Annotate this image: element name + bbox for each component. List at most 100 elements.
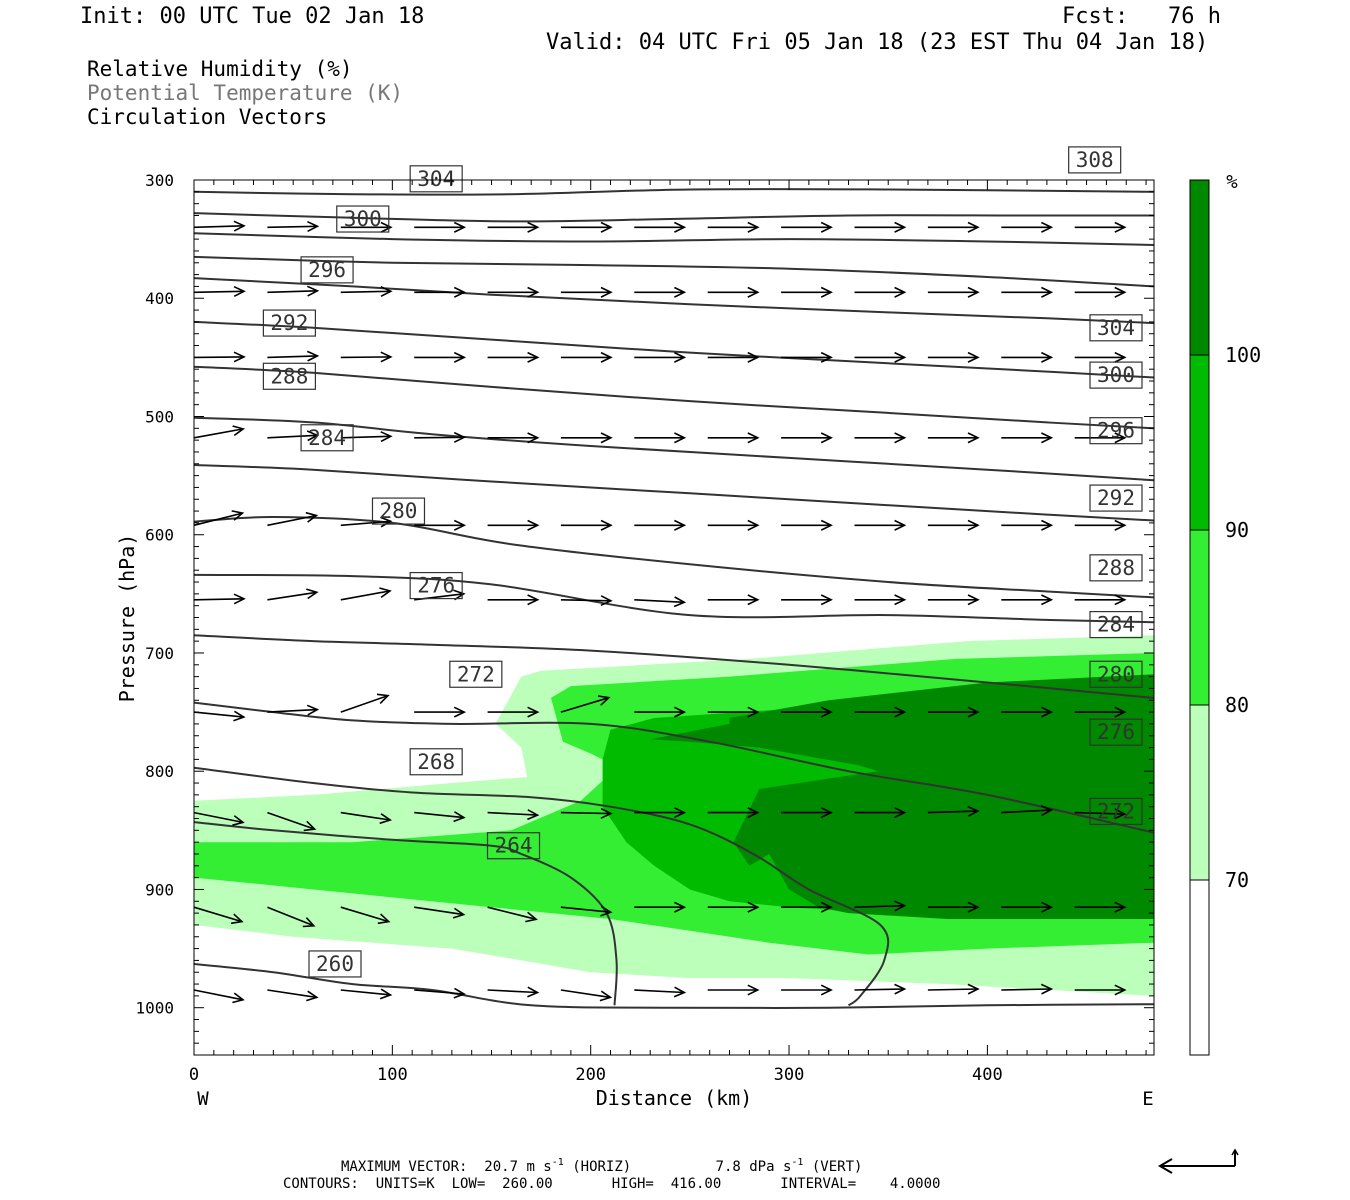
contour-label-292: 292	[262, 309, 316, 337]
vector-arrow	[340, 693, 390, 713]
vector-arrow	[340, 285, 393, 298]
x-axis-label: Distance (km)	[596, 1086, 753, 1110]
vector-arrow	[707, 519, 760, 531]
legend-rh: Relative Humidity (%)	[87, 57, 353, 81]
contour-label-text: 280	[1097, 662, 1135, 686]
x-tick-label: 0	[189, 1065, 199, 1085]
vector-arrow	[1074, 519, 1127, 531]
theta-contour-284	[194, 515, 1154, 599]
contour-label-text: 296	[1097, 419, 1135, 443]
vector-arrow	[1074, 432, 1127, 444]
vector-arrow	[267, 989, 319, 1002]
vector-arrow	[1001, 805, 1054, 817]
vector-arrow	[1001, 983, 1054, 995]
axes: 300 400 500 600 700 800 900 1000 0 100 200 300 400 Di…	[115, 171, 1154, 1110]
horiz-exponent: -1	[551, 1157, 564, 1168]
y-tick-label: 1000	[135, 999, 174, 1018]
horiz-unit: (HORIZ)	[572, 1159, 632, 1175]
vector-arrow	[854, 983, 907, 995]
vector-arrow	[267, 588, 319, 601]
theta-contour-260	[194, 963, 1154, 1009]
vector-arrow	[854, 706, 907, 718]
vector-arrow	[340, 431, 393, 443]
vector-arrow	[781, 286, 833, 298]
vector-arrow	[267, 704, 320, 716]
vector-arrow	[1074, 594, 1127, 606]
theta-contour-264	[194, 821, 618, 1006]
horiz-value: 20.7 m s	[484, 1159, 552, 1175]
vector-arrow	[854, 900, 907, 912]
contour-label-right-296: 296	[1089, 417, 1143, 445]
contour-label-text: 292	[1097, 486, 1135, 510]
vector-arrow	[193, 220, 246, 232]
contour-label-text: 264	[495, 834, 533, 858]
x-tick-label: 200	[575, 1065, 606, 1085]
contour-label-text: 300	[1097, 363, 1135, 387]
vector-arrow	[193, 710, 246, 722]
vector-arrow	[634, 596, 687, 608]
colorbar-label: 90	[1225, 518, 1249, 542]
vector-arrow	[1074, 351, 1127, 363]
init-time: Init: 00 UTC Tue 02 Jan 18	[80, 4, 425, 29]
contour-label-text: 280	[380, 499, 418, 523]
vector-arrow	[267, 906, 316, 928]
y-tick-label: 900	[145, 880, 174, 899]
contour-label-284: 284	[300, 424, 354, 452]
rh-shading	[194, 635, 1154, 996]
vector-arrow	[414, 906, 466, 919]
theta-contour-312	[194, 232, 1154, 246]
theta-contour-272	[194, 701, 1154, 834]
vector-arrow	[487, 286, 540, 298]
vector-arrow	[193, 510, 245, 527]
vector-arrow	[707, 221, 760, 233]
contour-label-text: 268	[417, 750, 455, 774]
vector-arrow	[340, 906, 391, 925]
contour-info: CONTOURS: UNITS=K LOW= 260.00 HIGH= 416.…	[283, 1176, 941, 1192]
vector-arrow	[854, 221, 907, 233]
vector-arrow	[193, 811, 245, 826]
vector-arrow	[1074, 286, 1127, 298]
vector-arrow	[634, 706, 687, 718]
contour-label-304: 304	[409, 165, 463, 193]
vector-arrow	[560, 695, 611, 713]
vector-arrow	[1074, 984, 1127, 996]
vector-arrow	[340, 516, 393, 528]
vector-arrow	[707, 706, 760, 718]
y-tick-label: 300	[145, 171, 174, 190]
vector-arrow	[707, 351, 760, 363]
vector-arrow	[487, 594, 540, 606]
vector-arrow	[340, 811, 393, 825]
colorbar-label: 70	[1225, 868, 1249, 892]
vector-arrow	[340, 988, 393, 1000]
theta-contour-316	[194, 212, 1154, 223]
vector-arrow	[781, 432, 833, 444]
vector-arrow	[781, 984, 833, 996]
contour-label-296: 296	[300, 256, 354, 284]
contour-label-text: 296	[308, 258, 346, 282]
vector-arrow	[1074, 808, 1127, 820]
vector-arrow	[193, 425, 246, 439]
vector-arrow	[267, 220, 320, 233]
contour-labels: 260 264 268 272 276 280 284 288 292 296 300 304 308 3…	[262, 146, 1143, 978]
vert-exponent: -1	[791, 1157, 804, 1168]
vector-arrow	[1001, 706, 1054, 718]
vector-arrow	[927, 594, 980, 606]
contour-label-268: 268	[409, 748, 463, 776]
contour-label-text: 288	[270, 364, 308, 388]
legend-vectors: Circulation Vectors	[87, 105, 328, 129]
theta-contour-280	[194, 573, 1154, 624]
contour-label-right-288: 288	[1089, 554, 1143, 582]
west-label: W	[197, 1088, 209, 1110]
theta-contour-292	[194, 416, 1154, 482]
vector-arrow	[193, 593, 246, 605]
vector-arrow	[414, 351, 467, 363]
contour-label-right-284: 284	[1089, 610, 1143, 639]
contour-label-right-280: 280	[1089, 660, 1143, 688]
theta-contour-288	[194, 464, 1154, 522]
colorbar-segment	[1189, 354, 1210, 531]
vector-arrow	[1001, 519, 1054, 531]
max-vector-label: MAXIMUM VECTOR:	[341, 1159, 468, 1175]
contour-label-260: 260	[308, 950, 362, 978]
colorbar-segment	[1189, 529, 1210, 706]
